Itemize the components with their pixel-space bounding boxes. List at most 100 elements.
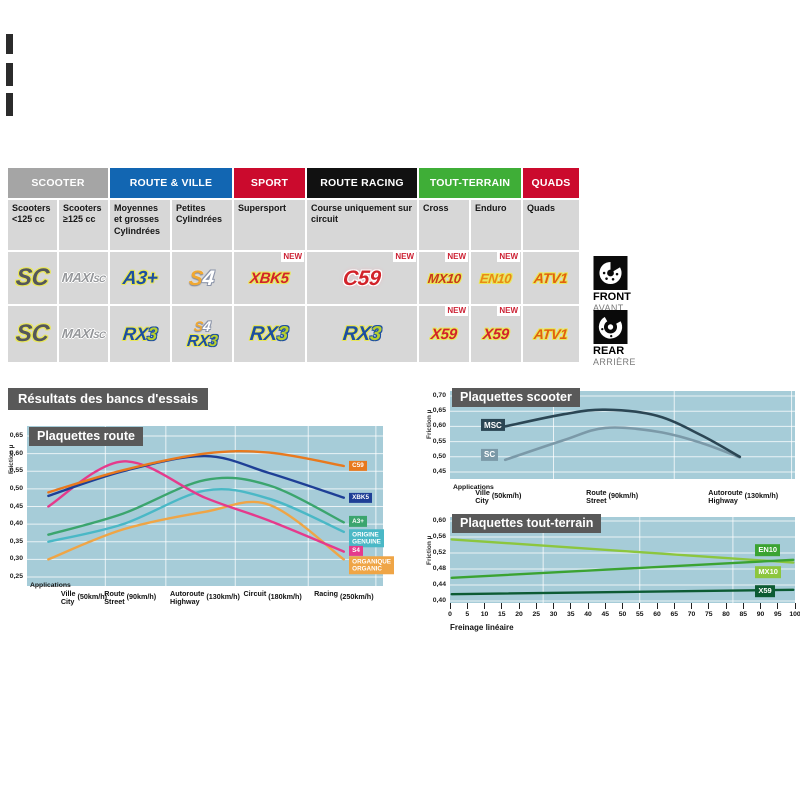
y-tick-label: 0,55: [432, 437, 446, 445]
x-tick-mark: [449, 603, 451, 609]
series-badge-origine-genuine: ORIGINE GENUINE: [349, 529, 384, 547]
x-category-speed: (50km/h): [491, 491, 522, 500]
rear-pad-cell-2: RX3: [110, 306, 170, 362]
series-badge-line: XBK5: [352, 494, 369, 502]
front-pad-cell-5: NEW C59: [307, 252, 417, 304]
series-badge-msc: MSC: [481, 419, 505, 432]
series-line-x59: [450, 588, 795, 596]
x-category-line1: Autoroute: [708, 488, 743, 497]
y-tick-label: 0,35: [9, 537, 23, 545]
x-tick-label: 40: [584, 611, 592, 618]
y-tick-label: 0,65: [432, 407, 446, 415]
series-badge-x59: X59: [755, 585, 775, 598]
series-badge-organique-organic: ORGANIQUE ORGANIC: [349, 556, 395, 575]
pad-logo-mx10: MX10: [426, 270, 462, 286]
series-line-s4: [47, 460, 345, 553]
x-tick-label: 5: [465, 611, 470, 618]
x-tick-label: 65: [670, 611, 679, 618]
series-line-mx10: [450, 538, 795, 564]
series-badge-line: GENUINE: [352, 538, 381, 546]
x-category-line2: City: [60, 596, 75, 606]
pad-logo-s4: S4: [192, 317, 212, 334]
x-category-autoroute: Autoroute Highway (130km/h): [170, 590, 240, 605]
pad-logo-c59: C59: [341, 266, 383, 290]
x-tick-label: 95: [773, 611, 782, 618]
x-category-names: Autoroute Highway: [708, 489, 742, 504]
x-category-line2: City: [475, 495, 489, 505]
series-line-organique-organic: [47, 500, 345, 561]
front-pad-cell-2: A3+: [110, 252, 170, 304]
pad-logo-maxisc: MAXISC: [60, 270, 106, 286]
series-badge-line: MSC: [484, 420, 502, 430]
x-tick-mark: [656, 603, 658, 609]
edge-mark: [6, 93, 13, 116]
pad-logo-sc: SC: [14, 320, 51, 347]
x-tick-label: 80: [722, 611, 730, 618]
subheader-course-uniquement-sur-circuit: Course uniquement sur circuit: [307, 200, 417, 250]
rear-pad-cell-3: S4 RX3: [172, 306, 232, 362]
x-tick-mark: [501, 603, 503, 609]
series-line-a3: [47, 476, 345, 536]
x-category-line1: Racing: [314, 589, 339, 598]
x-tick-mark: [518, 603, 520, 609]
y-tick-label: 0,56: [432, 533, 446, 540]
series-badge-mx10: MX10: [755, 566, 781, 578]
series-badge-line: ORGANIQUE: [352, 558, 392, 566]
chart-route: Friction µ 0,65 0,60 0,55 0,50 0,45 0,40 0,35 0,…: [6, 420, 398, 620]
chart-title-route: Plaquettes route: [29, 427, 143, 446]
x-tick-label: 35: [566, 611, 575, 618]
x-tick-mark: [639, 603, 641, 609]
x-tick-label: 30: [549, 611, 558, 618]
chart-scooter: Friction µ 0,70 0,65 0,60 0,55 0,50 0,45 MSC SC V…: [424, 386, 800, 512]
x-tick-label: 90: [756, 611, 765, 618]
new-badge: NEW: [445, 252, 468, 262]
new-badge: NEW: [497, 252, 520, 262]
pad-logo-atv1: ATV1: [533, 270, 569, 286]
x-tick-mark: [604, 603, 606, 609]
x-axis-label: Freinage linéaire: [450, 623, 514, 632]
applications-label: Applications: [30, 582, 71, 589]
x-tick-label: 85: [739, 611, 748, 618]
series-badge-line: MX10: [758, 566, 778, 576]
chart-terrain: Friction µ 0,60 0,56 0,52 0,48 0,44 0,40 MX10 EN…: [424, 512, 800, 644]
front-pad-cell-4: NEW XBK5: [234, 252, 305, 304]
x-tick-label: 45: [601, 611, 610, 618]
y-tick-label: 0,52: [432, 549, 446, 556]
pad-logo-rx3: RX3: [186, 332, 219, 350]
pad-logo-s4: S4: [188, 266, 216, 290]
y-tick-label: 0,45: [9, 502, 23, 510]
x-category-line1: Circuit: [243, 589, 267, 598]
x-category-racing: Racing (250km/h): [314, 590, 374, 601]
y-tick-label: 0,60: [432, 422, 446, 430]
series-line-origine-genuine: [47, 487, 345, 543]
x-category-ville: Ville City (50km/h): [61, 590, 107, 605]
pad-logo-rx3: RX3: [121, 324, 159, 344]
category-header-scooter: SCOOTER: [8, 168, 108, 198]
y-tick-label: 0,50: [432, 452, 446, 460]
front-pad-cell-3: S4: [172, 252, 232, 304]
front-label: FRONT: [593, 291, 631, 303]
front-pad-cell-8: ATV1: [523, 252, 579, 304]
x-category-names: Route Street: [104, 590, 124, 605]
x-tick-label: 10: [480, 611, 489, 618]
avant-label: AVANT: [593, 303, 624, 313]
series-line-sc: [503, 426, 742, 462]
results-heading: Résultats des bancs d'essais: [8, 388, 209, 410]
x-category-names: Route Street: [586, 489, 606, 504]
pad-application-table: SCOOTER ROUTE & VILLE SPORT ROUTE RACING TOU…: [8, 168, 579, 362]
x-tick-label: 0: [448, 611, 452, 618]
pad-logo-rx3: RX3: [341, 323, 383, 345]
series-badge-xbk5: XBK5: [349, 492, 372, 503]
x-tick-label: 50: [618, 611, 627, 618]
front-pad-cell-7: NEW EN10: [471, 252, 521, 304]
pad-logo-xbk5: XBK5: [249, 269, 290, 287]
x-category-line1: Route: [586, 488, 607, 497]
subheader-supersport: Supersport: [234, 200, 305, 250]
x-tick-label: 75: [704, 611, 713, 618]
rear-pad-cell-0: SC: [8, 306, 57, 362]
pad-logo-x59: X59: [430, 325, 458, 343]
series-badge-line: X59: [758, 586, 772, 596]
x-category-line2: Street: [104, 596, 125, 606]
x-category-line1: Autoroute: [170, 589, 205, 598]
pad-logo-en10: EN10: [479, 270, 513, 286]
